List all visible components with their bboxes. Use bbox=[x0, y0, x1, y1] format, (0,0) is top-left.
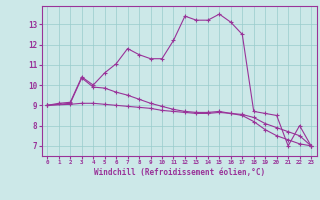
X-axis label: Windchill (Refroidissement éolien,°C): Windchill (Refroidissement éolien,°C) bbox=[94, 168, 265, 177]
